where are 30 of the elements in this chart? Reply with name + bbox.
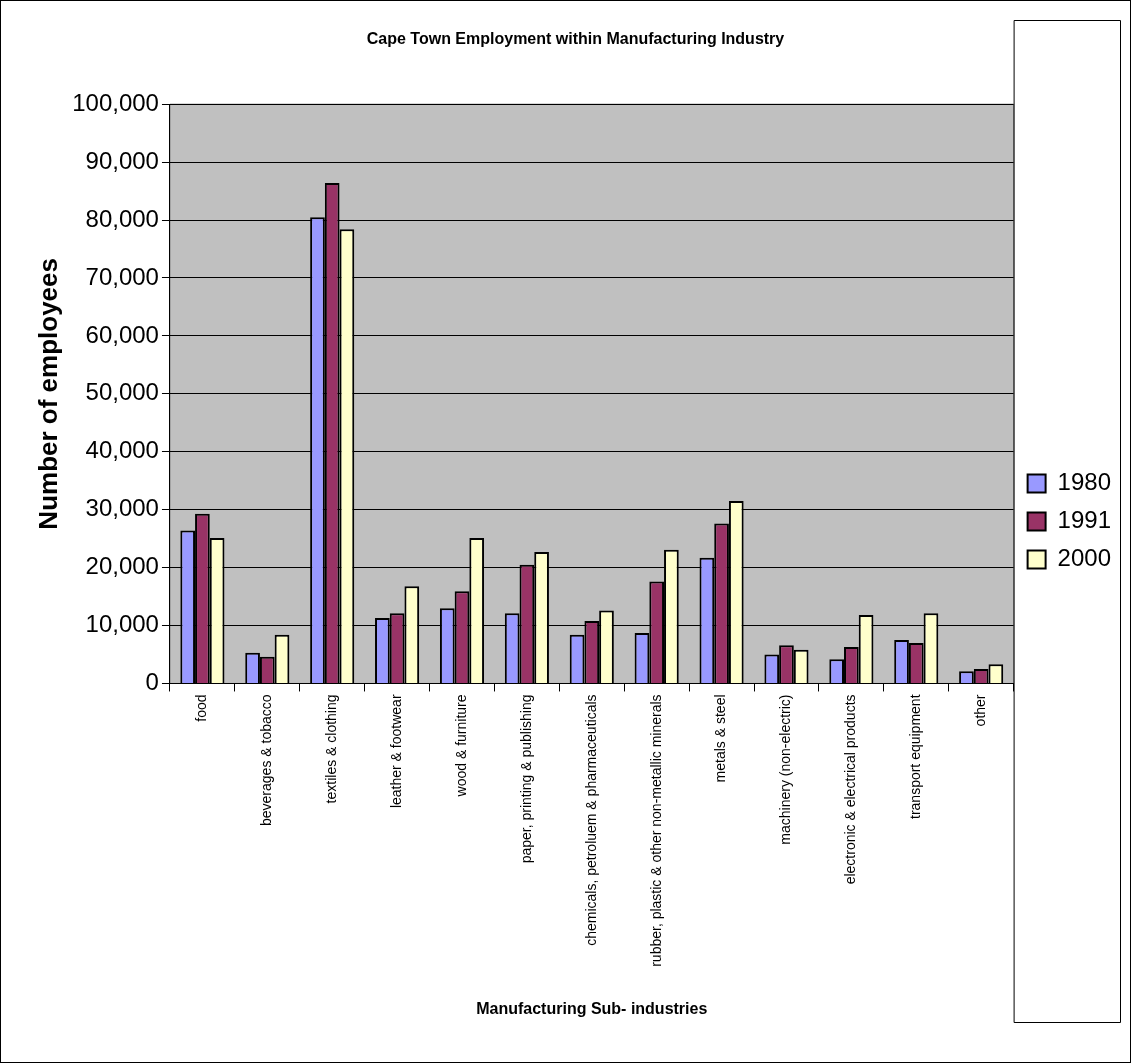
x-axis-title: Manufacturing Sub- industries bbox=[476, 999, 708, 1017]
y-tick-label: 100,000 bbox=[72, 88, 159, 116]
x-tick-label: wood & furniture bbox=[452, 694, 469, 798]
x-tick-label: metals & steel bbox=[712, 694, 729, 783]
y-tick-label: 90,000 bbox=[85, 146, 159, 174]
y-tick-label: 30,000 bbox=[85, 494, 159, 522]
x-tick-label: other bbox=[972, 694, 989, 727]
x-tick-label: transport equipment bbox=[907, 694, 924, 819]
x-tick-label: beverages & tobacco bbox=[258, 694, 275, 826]
legend-label: 1980 bbox=[1057, 468, 1111, 496]
y-tick-label: 70,000 bbox=[85, 262, 159, 290]
y-tick-label: 80,000 bbox=[85, 204, 159, 232]
x-tick-label: machinery (non-electric) bbox=[777, 694, 794, 845]
x-tick-label: food bbox=[193, 694, 210, 722]
y-tick-label: 60,000 bbox=[85, 320, 159, 348]
legend-label: 1991 bbox=[1057, 506, 1111, 534]
x-tick-label: chemicals, petroluem & pharmaceuticals bbox=[582, 694, 599, 946]
y-tick-label: 20,000 bbox=[85, 552, 159, 580]
chart-title: Cape Town Employment within Manufacturing Industry bbox=[366, 30, 785, 48]
y-axis-title: Number of employees bbox=[32, 258, 63, 530]
x-tick-label: paper, printing & publishing bbox=[517, 694, 534, 864]
x-tick-label: rubber, plastic & other non-metallic minerals bbox=[647, 694, 664, 967]
y-tick-label: 10,000 bbox=[85, 610, 159, 638]
y-tick-label: 40,000 bbox=[85, 436, 159, 464]
x-tick-label: electronic & electrical products bbox=[842, 694, 859, 885]
y-tick-label: 50,000 bbox=[85, 378, 159, 406]
x-tick-label: leather & footwear bbox=[387, 694, 404, 809]
x-tick-label: textiles & clothing bbox=[323, 694, 340, 804]
y-tick-label: 0 bbox=[145, 668, 159, 696]
legend-label: 2000 bbox=[1057, 544, 1111, 572]
